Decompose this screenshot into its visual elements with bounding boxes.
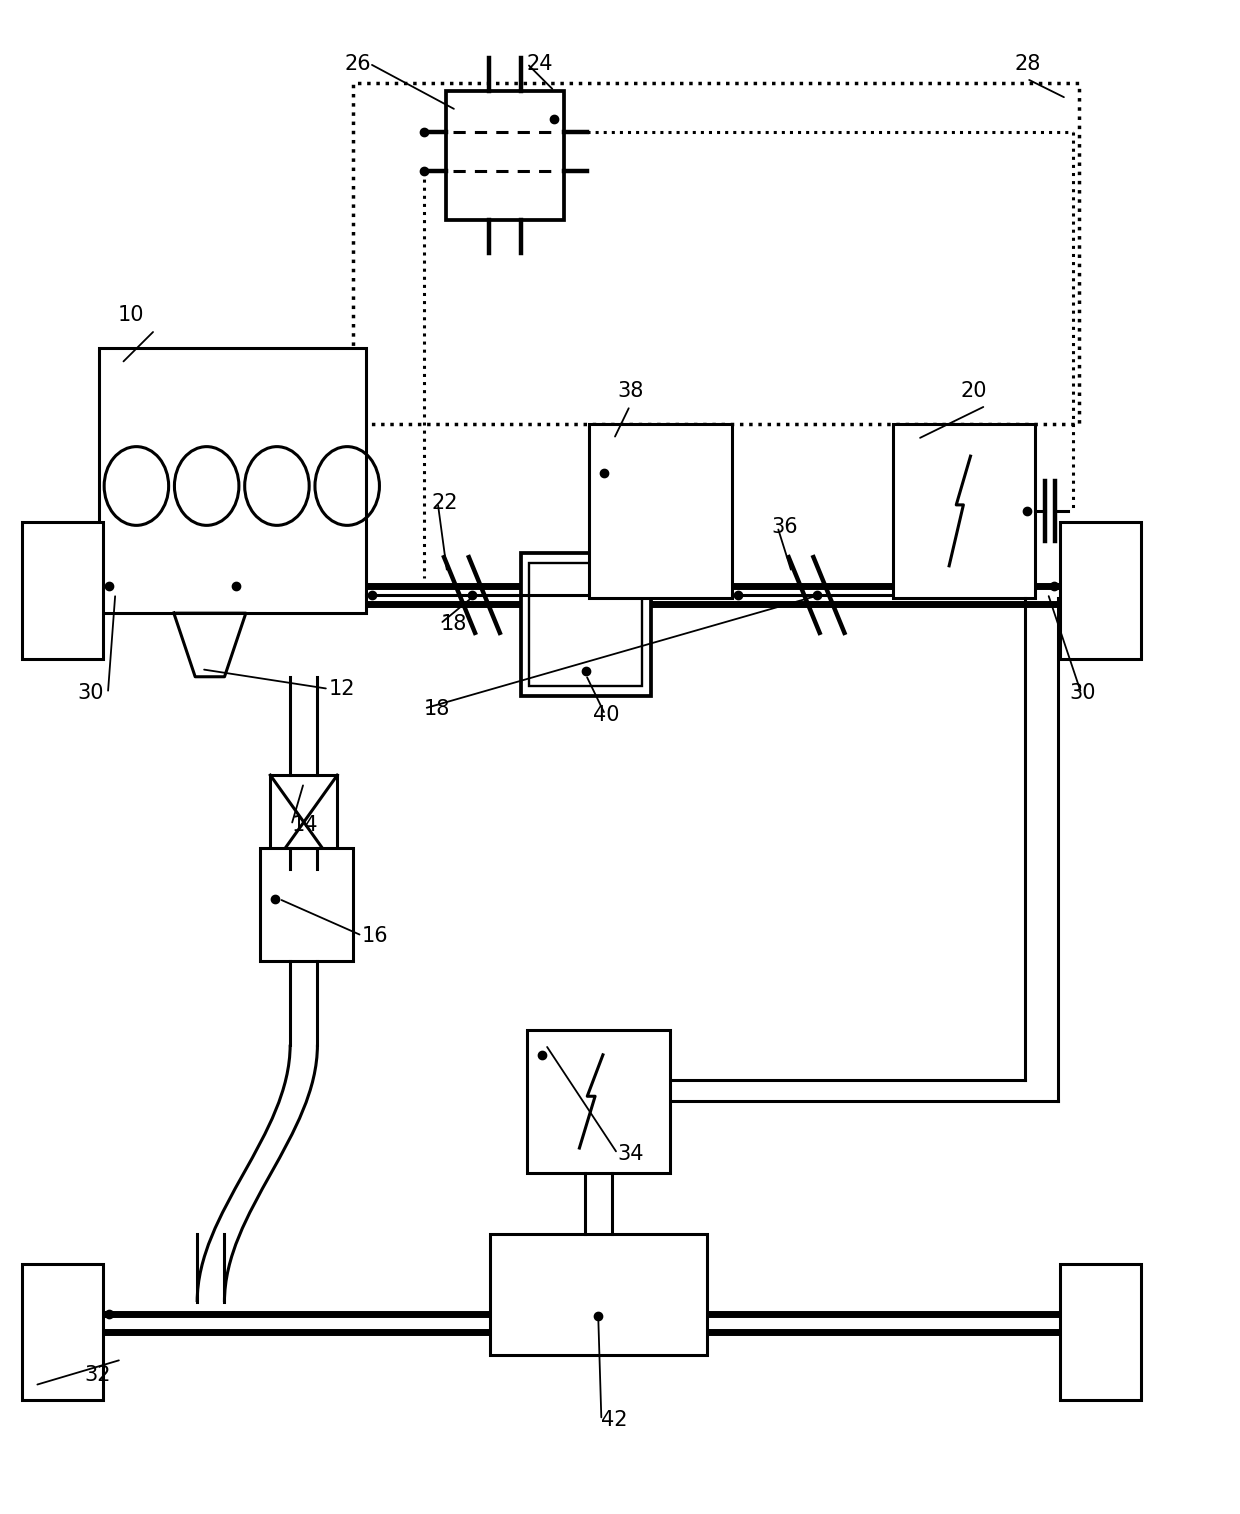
Text: 28: 28: [1014, 53, 1040, 74]
Text: 34: 34: [618, 1143, 644, 1164]
Bar: [446, 91, 564, 220]
Text: 18: 18: [424, 698, 450, 719]
Bar: [22, 522, 103, 659]
Text: 42: 42: [601, 1410, 627, 1431]
Text: 16: 16: [362, 925, 388, 946]
Text: 12: 12: [329, 678, 355, 699]
Bar: [22, 1264, 103, 1400]
Text: 18: 18: [440, 613, 466, 634]
Bar: [1060, 1264, 1141, 1400]
Bar: [99, 348, 366, 613]
Bar: [893, 424, 1035, 598]
Bar: [260, 848, 353, 961]
Text: 14: 14: [291, 815, 317, 836]
Bar: [529, 563, 642, 686]
Text: 30: 30: [77, 683, 103, 704]
Bar: [589, 424, 732, 598]
Text: 30: 30: [1069, 683, 1095, 704]
Text: 40: 40: [593, 704, 619, 725]
Text: 36: 36: [771, 516, 797, 537]
Text: 22: 22: [432, 492, 458, 513]
Bar: [527, 1030, 670, 1173]
Bar: [521, 553, 651, 696]
Text: 26: 26: [345, 53, 371, 74]
Bar: [353, 83, 1079, 424]
Bar: [1060, 522, 1141, 659]
Text: 24: 24: [527, 53, 553, 74]
Text: 10: 10: [118, 304, 144, 326]
Text: 20: 20: [961, 380, 987, 401]
Text: 32: 32: [84, 1364, 110, 1385]
Bar: [490, 1234, 707, 1355]
Text: 38: 38: [618, 380, 644, 401]
